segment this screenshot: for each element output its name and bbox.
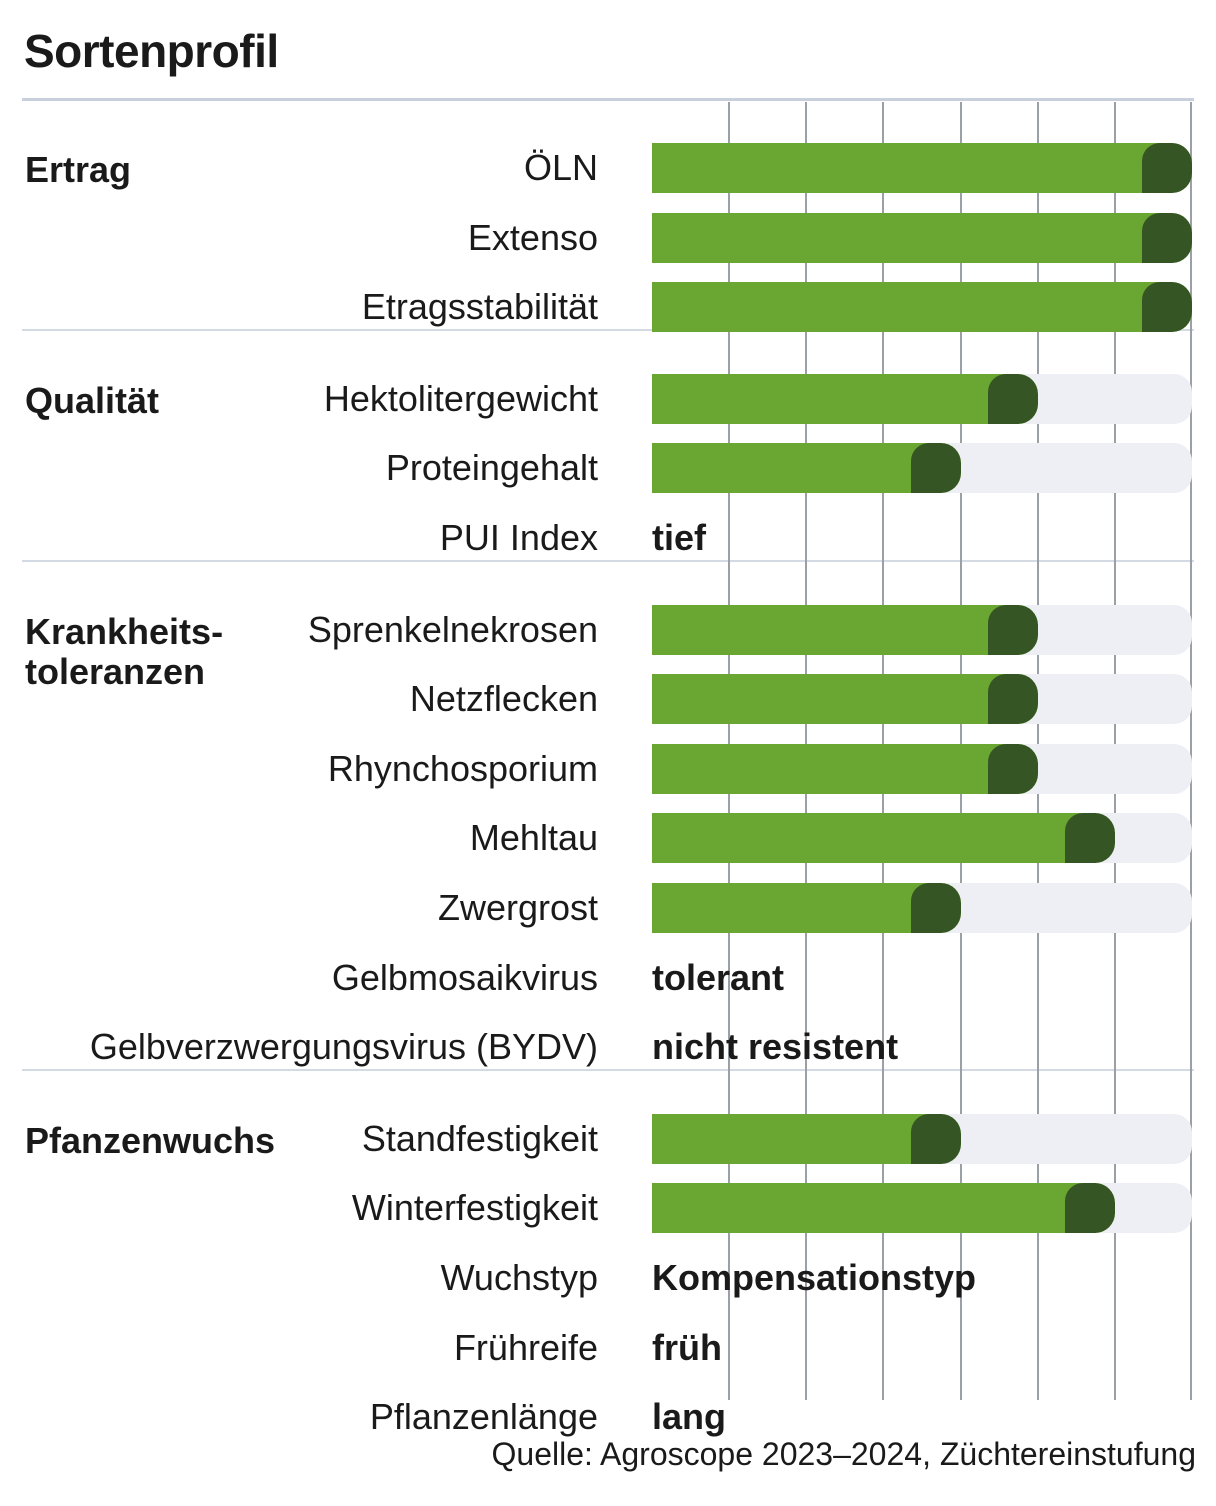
bar-tip (910, 443, 961, 494)
row-value-text: tief (652, 517, 706, 558)
bar-tip (1142, 212, 1192, 263)
row-label: Standfestigkeit (361, 1117, 598, 1159)
section-divider (22, 328, 1194, 331)
bar-tip (910, 1113, 961, 1164)
row-label: Extenso (467, 216, 598, 258)
row-label: Zwergrost (437, 887, 598, 928)
source-note: Quelle: Agroscope 2023–2024, Züchtereins… (491, 1436, 1197, 1472)
section-divider (22, 559, 1194, 562)
bar-tip (987, 604, 1038, 655)
row-label: Rhynchosporium (327, 747, 598, 789)
row-value-text: tolerant (652, 956, 785, 998)
bar (652, 282, 1192, 333)
gridline (1190, 102, 1192, 1400)
bar-tip (1064, 1183, 1115, 1234)
bar-tip (987, 674, 1038, 725)
bar (652, 1113, 961, 1164)
row-label: Gelbmosaikvirus (331, 956, 598, 998)
bar-tip (1064, 813, 1115, 864)
title-divider (22, 98, 1194, 101)
row-label: Hektolitergewicht (323, 377, 598, 419)
bar (652, 1183, 1115, 1234)
row-label: Netzflecken (409, 678, 598, 720)
bar (652, 674, 1038, 725)
bar (652, 813, 1115, 864)
row-value-text: Kompensationstyp (652, 1257, 977, 1298)
section-label: Ertrag (25, 149, 132, 190)
bar (652, 604, 1038, 655)
bar (652, 212, 1192, 263)
row-label: Mehltau (469, 817, 598, 859)
row-value-text: nicht resistent (652, 1026, 899, 1068)
bar-tip (910, 883, 961, 933)
row-label: Proteingehalt (385, 447, 598, 489)
bar-tip (987, 373, 1038, 424)
section-label: Krankheits- toleranzen (25, 610, 224, 692)
row-label: Frühreife (453, 1326, 598, 1368)
bar (652, 373, 1038, 424)
bar (652, 443, 961, 494)
row-label: Pflanzenlänge (369, 1396, 598, 1438)
row-label: Gelbverzwergungsvirus (BYDV) (89, 1026, 598, 1068)
row-value-text: früh (652, 1326, 722, 1368)
bar-tip (1142, 282, 1192, 333)
row-label: Wuchstyp (440, 1257, 598, 1298)
row-label: Sprenkelnekrosen (307, 608, 598, 650)
row-label: PUI Index (439, 517, 598, 558)
bar (652, 143, 1192, 193)
bar-tip (1142, 143, 1192, 193)
section-divider (22, 1068, 1194, 1071)
bar (652, 883, 961, 933)
row-label: Winterfestigkeit (351, 1187, 598, 1229)
bar-tip (987, 743, 1038, 794)
section-label: Qualität (25, 379, 160, 421)
section-label: Pfanzenwuchs (25, 1119, 276, 1161)
row-label: Etragsstabilität (361, 286, 598, 328)
bar (652, 743, 1038, 794)
row-value-text: lang (652, 1396, 727, 1438)
chart-title: Sortenprofil (24, 25, 279, 77)
row-label: ÖLN (523, 147, 598, 188)
